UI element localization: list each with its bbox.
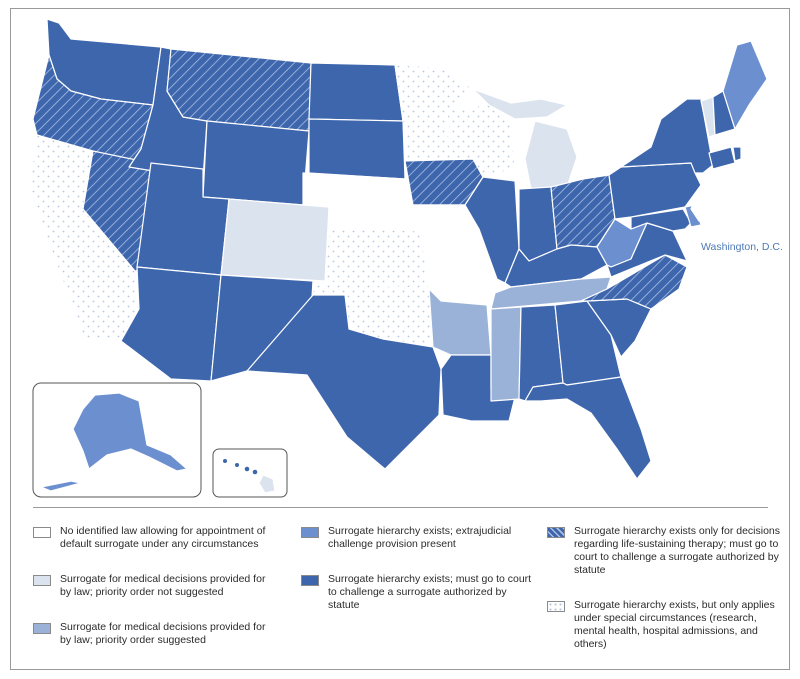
figure-frame: Washington, D.C. No identified law allow…: [10, 8, 790, 670]
legend-divider: [33, 507, 768, 508]
state-illinois: [464, 176, 520, 284]
legend-text-no-order: Surrogate for medical decisions provided…: [60, 573, 266, 598]
legend-item-order: Surrogate for medical decisions provided…: [33, 621, 273, 647]
us-map: Washington, D.C.: [28, 18, 783, 498]
legend-item-special: Surrogate hierarchy exists, but only app…: [547, 599, 783, 651]
state-indiana: [518, 186, 558, 262]
legend-text-extrajudicial: Surrogate hierarchy exists; extrajudicia…: [328, 525, 512, 550]
state-north-dakota: [308, 62, 404, 122]
state-florida: [524, 376, 652, 480]
state-wyoming: [202, 120, 310, 206]
state-michigan: [524, 120, 578, 190]
legend-swatch-life: [547, 527, 565, 538]
state-wisconsin: [446, 104, 516, 178]
legend-item-no-order: Surrogate for medical decisions provided…: [33, 573, 273, 599]
hawaii-island-oahu: [235, 463, 239, 467]
hawaii-island-kauai: [223, 459, 227, 463]
hawaii-island-molokai: [244, 466, 250, 472]
state-colorado: [220, 198, 330, 282]
state-maine: [722, 40, 768, 130]
legend-text-court: Surrogate hierarchy exists; must go to c…: [328, 573, 532, 611]
legend-item-none: No identified law allowing for appointme…: [33, 525, 273, 551]
legend-swatch-special: [547, 601, 565, 612]
legend-swatch-extrajudicial: [301, 527, 319, 538]
legend-text-special: Surrogate hierarchy exists, but only app…: [574, 599, 775, 650]
hawaii-inset-frame: [212, 448, 288, 498]
alaska-islands: [40, 480, 82, 492]
legend-swatch-order: [33, 623, 51, 634]
legend-text-none: No identified law allowing for appointme…: [60, 525, 266, 550]
state-maryland: [630, 208, 692, 232]
legend-swatch-none: [33, 527, 51, 538]
dc-label: Washington, D.C.: [701, 241, 783, 253]
state-delaware: [684, 204, 702, 228]
legend-text-order: Surrogate for medical decisions provided…: [60, 621, 266, 646]
legend-item-life: Surrogate hierarchy exists only for deci…: [547, 525, 783, 577]
legend-item-extrajudicial: Surrogate hierarchy exists; extrajudicia…: [301, 525, 541, 551]
state-massachusetts: [708, 130, 758, 152]
state-hawaii: [258, 474, 276, 494]
state-mississippi: [490, 306, 522, 402]
state-north-carolina: [580, 254, 688, 310]
state-kansas: [324, 226, 430, 290]
state-rhode-island: [732, 146, 742, 162]
legend-item-court: Surrogate hierarchy exists; must go to c…: [301, 573, 541, 612]
state-michigan-upper: [472, 88, 568, 120]
state-new-york: [620, 98, 714, 174]
legend: No identified law allowing for appointme…: [11, 509, 789, 669]
hawaii-island-maui: [252, 469, 258, 475]
state-alaska: [72, 392, 188, 472]
legend-text-life: Surrogate hierarchy exists only for deci…: [574, 525, 781, 576]
state-texas: [246, 294, 442, 470]
state-south-dakota: [308, 118, 406, 180]
legend-swatch-court: [301, 575, 319, 586]
legend-swatch-no-order: [33, 575, 51, 586]
state-new-jersey: [690, 172, 710, 222]
